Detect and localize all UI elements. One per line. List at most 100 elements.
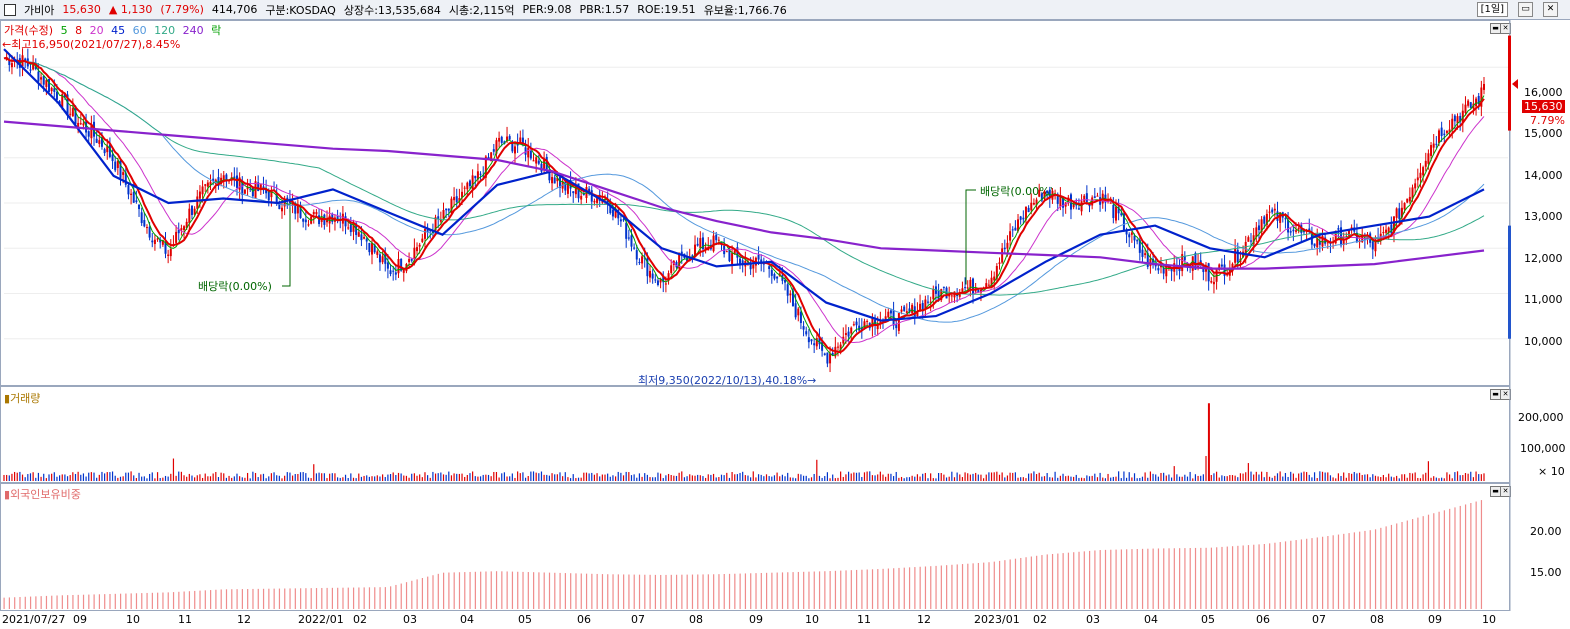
volume-bar bbox=[477, 476, 479, 481]
volume-bar bbox=[233, 476, 235, 481]
volume-bar bbox=[959, 474, 961, 481]
volume-bar bbox=[1004, 477, 1006, 481]
candle-body bbox=[532, 160, 535, 162]
stock-name[interactable]: 가비아 bbox=[24, 3, 55, 17]
candle-body bbox=[1392, 216, 1395, 233]
volume-bar bbox=[1102, 477, 1104, 481]
volume-bar bbox=[1393, 477, 1395, 481]
foreign-holding-bar bbox=[1168, 548, 1170, 609]
foreign-holding-bar bbox=[601, 574, 604, 609]
candle-body bbox=[1406, 198, 1409, 203]
volume-bar bbox=[138, 472, 140, 481]
period-selector[interactable]: [1일] bbox=[1476, 2, 1508, 17]
volume-bar bbox=[614, 476, 617, 481]
volume-bar bbox=[424, 472, 426, 481]
listed-shares: 상장수:13,535,684 bbox=[343, 3, 441, 17]
candle-body bbox=[1122, 213, 1125, 232]
volume-bar bbox=[776, 472, 778, 481]
restore-icon[interactable]: ▭ bbox=[1518, 2, 1533, 17]
x-tick: 03 bbox=[403, 613, 417, 626]
volume-bar bbox=[1255, 471, 1257, 481]
foreign-holding-bar bbox=[215, 589, 217, 609]
foreign-holding-bar bbox=[1173, 548, 1175, 609]
volume-bar bbox=[1250, 471, 1252, 481]
volume-bar bbox=[469, 473, 471, 481]
foreign-tick: 15.00 bbox=[1530, 566, 1562, 579]
candle-body bbox=[1448, 129, 1451, 133]
volume-bar bbox=[143, 476, 145, 481]
candle-body bbox=[694, 244, 697, 256]
volume-bar bbox=[323, 473, 325, 481]
foreign-holding-bar bbox=[88, 594, 90, 609]
close-icon[interactable]: ✕ bbox=[1543, 2, 1558, 17]
price-change: ▲ 1,130 bbox=[108, 3, 153, 16]
candle-body bbox=[230, 177, 233, 179]
candle-body bbox=[400, 258, 403, 271]
foreign-holding-bar bbox=[570, 573, 572, 609]
volume-bar bbox=[802, 475, 805, 481]
volume-bar bbox=[898, 477, 900, 481]
volume-bar bbox=[419, 474, 421, 481]
foreign-holding-bar bbox=[1337, 534, 1340, 609]
volume-bar bbox=[77, 471, 79, 481]
candle-body bbox=[450, 198, 453, 214]
candle-body bbox=[209, 181, 212, 186]
volume-bar bbox=[374, 476, 376, 481]
candle-body bbox=[871, 317, 874, 328]
candle-body bbox=[1268, 211, 1271, 213]
volume-bar bbox=[805, 475, 807, 481]
candle-body bbox=[1144, 253, 1147, 256]
foreign-holding-bar bbox=[723, 574, 725, 609]
volume-bar bbox=[307, 477, 310, 481]
candle-body bbox=[588, 188, 591, 193]
foreign-holding-bar bbox=[321, 587, 323, 609]
candle-body bbox=[662, 275, 665, 283]
candle-body bbox=[913, 306, 916, 319]
volume-bar bbox=[318, 472, 320, 481]
candle-body bbox=[590, 190, 593, 202]
volume-bar bbox=[1441, 477, 1443, 481]
volume-bar bbox=[660, 473, 662, 481]
foreign-holding-bar bbox=[82, 594, 85, 609]
ma240-line bbox=[3, 120, 1485, 270]
candle-body bbox=[829, 353, 832, 364]
candle-body bbox=[1257, 225, 1260, 231]
candle-body bbox=[964, 287, 967, 289]
foreign-holding-bar bbox=[840, 570, 842, 609]
candle-body bbox=[987, 284, 990, 286]
foreign-holding-bar bbox=[564, 573, 566, 609]
candle-body bbox=[1096, 195, 1099, 197]
candle-body bbox=[887, 311, 890, 318]
volume-bar bbox=[530, 471, 532, 481]
candle-body bbox=[1432, 143, 1435, 148]
candle-body bbox=[1038, 190, 1041, 197]
stock-header-bar: 가비아 15,630 ▲ 1,130 (7.79%) 414,706 구분:KO… bbox=[0, 0, 1570, 20]
volume-bar bbox=[914, 476, 916, 481]
volume-bar bbox=[172, 458, 175, 481]
foreign-title-text: 외국인보유비중 bbox=[10, 488, 81, 501]
volume-bar bbox=[1221, 475, 1223, 481]
volume-panel bbox=[0, 386, 1510, 483]
candle-body bbox=[24, 58, 27, 62]
volume-bar bbox=[877, 474, 879, 481]
candle-body bbox=[1464, 104, 1467, 113]
volume-bar bbox=[122, 476, 124, 481]
foreign-holding-bar bbox=[1141, 548, 1144, 609]
foreign-holding-bar bbox=[1104, 549, 1107, 609]
foreign-holding-bar bbox=[1036, 555, 1038, 609]
high-annotation: ←최고16,950(2021/07/27),8.45% bbox=[2, 38, 181, 51]
candle-body bbox=[299, 205, 302, 218]
select-checkbox[interactable] bbox=[4, 3, 16, 16]
volume-bar bbox=[24, 477, 26, 481]
volume-bar bbox=[305, 473, 307, 481]
candle-body bbox=[169, 248, 172, 257]
foreign-holding-bar bbox=[728, 573, 731, 609]
volume-bar bbox=[1385, 477, 1387, 481]
candle-body bbox=[1400, 207, 1403, 218]
foreign-holding-bar bbox=[358, 587, 360, 609]
volume-bar bbox=[1451, 478, 1453, 481]
volume-bar bbox=[347, 477, 349, 481]
volume-bar bbox=[466, 474, 468, 481]
volume-bar bbox=[604, 474, 606, 481]
foreign-holding-bar bbox=[104, 594, 106, 609]
